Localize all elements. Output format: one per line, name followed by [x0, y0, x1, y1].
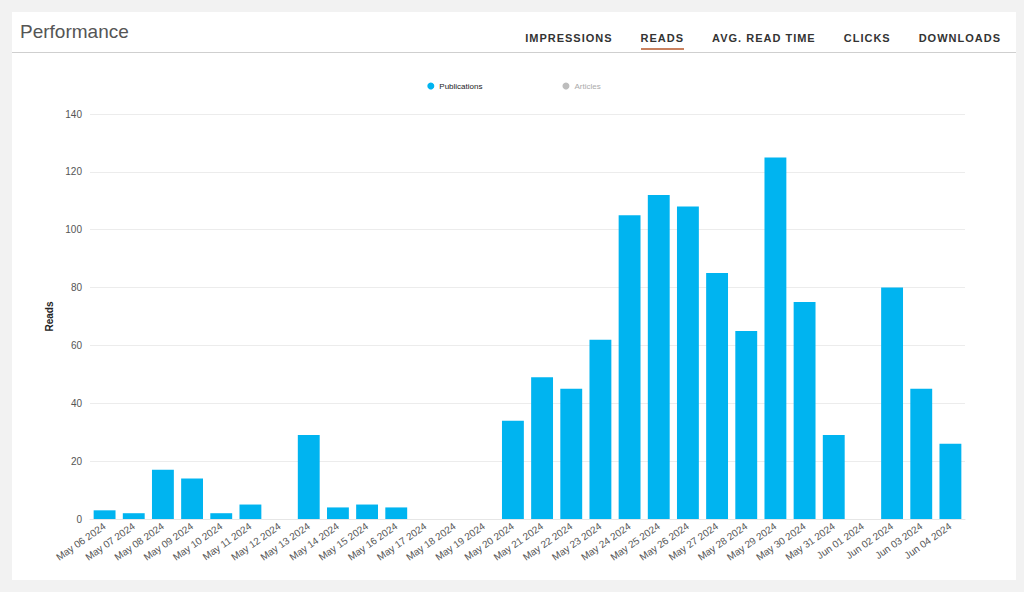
svg-text:20: 20: [71, 456, 83, 467]
svg-text:120: 120: [65, 166, 82, 177]
svg-text:May 06 2024: May 06 2024: [54, 520, 108, 563]
svg-text:May 26 2024: May 26 2024: [637, 520, 692, 563]
svg-text:May 10 2024: May 10 2024: [170, 520, 225, 563]
svg-text:May 19 2024: May 19 2024: [433, 520, 487, 563]
svg-text:May 16 2024: May 16 2024: [345, 520, 400, 563]
svg-text:May 11 2024: May 11 2024: [200, 520, 254, 563]
svg-text:60: 60: [71, 340, 83, 351]
svg-text:May 31 2024: May 31 2024: [783, 520, 837, 563]
svg-text:Jun 01 2024: Jun 01 2024: [814, 520, 867, 562]
svg-text:140: 140: [65, 109, 82, 120]
svg-text:May 14 2024: May 14 2024: [287, 520, 342, 563]
svg-text:May 30 2024: May 30 2024: [754, 520, 808, 563]
svg-text:Jun 04 2024: Jun 04 2024: [902, 520, 954, 561]
svg-text:May 21 2024: May 21 2024: [491, 520, 546, 563]
svg-text:May 29 2024: May 29 2024: [724, 520, 779, 563]
html-text:CLICKS: CLICKS: [843, 32, 891, 44]
svg-text:May 08 2024: May 08 2024: [112, 520, 167, 563]
svg-text:May 18 2024: May 18 2024: [404, 520, 458, 563]
svg-text:May 07 2024: May 07 2024: [83, 520, 137, 563]
svg-text:May 13 2024: May 13 2024: [258, 520, 312, 563]
svg-text:100: 100: [65, 224, 82, 235]
html-text:DOWNLOADS: DOWNLOADS: [918, 32, 1001, 44]
svg-text:Reads: Reads: [44, 301, 55, 331]
svg-text:May 12 2024: May 12 2024: [229, 520, 283, 563]
html-text:IMPRESSIONS: IMPRESSIONS: [525, 32, 613, 44]
html-text:Performance: Performance: [20, 21, 129, 42]
svg-text:May 23 2024: May 23 2024: [549, 520, 604, 563]
svg-text:80: 80: [71, 282, 83, 293]
svg-text:May 15 2024: May 15 2024: [316, 520, 371, 563]
svg-text:May 09 2024: May 09 2024: [141, 520, 196, 563]
svg-text:40: 40: [71, 398, 83, 409]
svg-text:May 25 2024: May 25 2024: [608, 520, 662, 563]
svg-text:May 27 2024: May 27 2024: [666, 520, 721, 563]
svg-text:May 17 2024: May 17 2024: [374, 520, 429, 563]
svg-text:May 28 2024: May 28 2024: [695, 520, 750, 563]
html-text:READS: READS: [640, 32, 685, 44]
svg-text:May 24 2024: May 24 2024: [579, 520, 633, 563]
svg-text:May 20 2024: May 20 2024: [462, 520, 517, 563]
svg-text:Jun 02 2024: Jun 02 2024: [843, 520, 896, 562]
svg-text:Publications: Publications: [439, 82, 482, 91]
svg-text:May 22 2024: May 22 2024: [520, 520, 575, 563]
svg-text:Jun 03 2024: Jun 03 2024: [873, 520, 925, 562]
svg-text:Articles: Articles: [574, 82, 600, 91]
html-text:AVG. READ TIME: AVG. READ TIME: [712, 32, 816, 44]
svg-text:0: 0: [76, 514, 82, 525]
